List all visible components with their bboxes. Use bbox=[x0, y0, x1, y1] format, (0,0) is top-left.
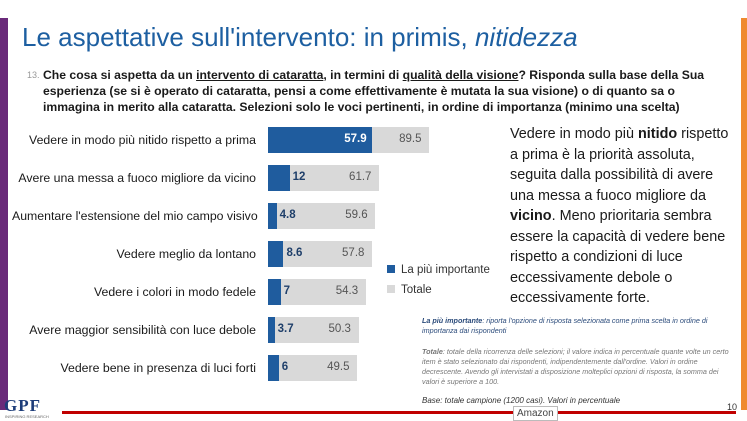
commentary-bold-1: nitido bbox=[638, 126, 678, 142]
data-label-total: 50.3 bbox=[328, 323, 351, 335]
bar-important bbox=[268, 355, 279, 381]
bar-important bbox=[268, 165, 290, 191]
bar-total bbox=[268, 355, 358, 381]
data-label-total: 61.7 bbox=[349, 171, 372, 183]
commentary-part-3: . Meno prioritaria sembra essere la capa… bbox=[510, 208, 726, 306]
bar-important bbox=[268, 279, 281, 305]
category-label: Aumentare l'estensione del mio campo vis… bbox=[12, 209, 258, 223]
data-label-important: 12 bbox=[292, 171, 306, 183]
legend-item-important: La più importante bbox=[387, 264, 490, 276]
category-label: Avere una messa a fuoco migliore da vici… bbox=[18, 171, 256, 185]
commentary-text: Vedere in modo più nitido rispetto a pri… bbox=[510, 124, 732, 309]
left-accent-bar bbox=[0, 18, 8, 410]
slide-title: Le aspettative sull'intervento: in primi… bbox=[22, 22, 737, 53]
data-label-important: 7 bbox=[283, 285, 290, 297]
category-label: Avere maggior sensibilità con luce debol… bbox=[29, 323, 256, 337]
legend-label-total: Totale bbox=[401, 284, 432, 296]
question-underline-2: qualità della visione bbox=[402, 68, 519, 82]
data-label-total: 57.8 bbox=[342, 247, 365, 259]
data-label-total: 89.5 bbox=[399, 133, 422, 145]
data-label-important: 3.7 bbox=[277, 323, 294, 335]
category-label: Vedere in modo più nitido rispetto a pri… bbox=[29, 133, 256, 147]
legend-swatch-important bbox=[387, 265, 395, 273]
base-note: Base: totale campione (1200 casi). Valor… bbox=[422, 396, 621, 405]
legend-swatch-total bbox=[387, 285, 395, 293]
data-label-total: 59.6 bbox=[345, 209, 368, 221]
data-label-total: 49.5 bbox=[327, 361, 350, 373]
bar-total bbox=[268, 317, 359, 343]
note-important-bold: La più importante bbox=[422, 316, 483, 325]
commentary-part-1: Vedere in modo più bbox=[510, 126, 639, 142]
note-important: La più importante: riporta l'opzione di … bbox=[422, 316, 732, 336]
legend-label-important: La più importante bbox=[401, 264, 490, 276]
title-main: Le aspettative sull'intervento: in primi… bbox=[22, 22, 475, 52]
question-underline-1: intervento di cataratta bbox=[196, 68, 324, 82]
bar-total bbox=[268, 241, 373, 267]
commentary-part-2: rispetto a prima è la priorità assoluta,… bbox=[510, 126, 729, 204]
bar-important bbox=[268, 241, 284, 267]
legend-item-total: Totale bbox=[387, 284, 432, 296]
footer-line bbox=[62, 411, 736, 414]
bar-total bbox=[268, 203, 376, 229]
bar-important bbox=[268, 127, 373, 153]
amazon-tooltip: Amazon bbox=[513, 406, 558, 421]
gpf-logo-tagline: INSPIRING RESEARCH bbox=[5, 414, 49, 419]
data-label-important: 8.6 bbox=[286, 247, 303, 259]
bar-important bbox=[268, 317, 275, 343]
question-part-2: , in termini di bbox=[323, 68, 403, 82]
commentary-bold-2: vicino bbox=[510, 208, 552, 224]
note-total: Totale: totale della ricorrenza delle se… bbox=[422, 347, 732, 387]
category-label: Vedere meglio da lontano bbox=[116, 247, 256, 261]
data-label-important: 4.8 bbox=[279, 209, 296, 221]
note-total-text: : totale della ricorrenza delle selezion… bbox=[422, 347, 729, 386]
question-part-1: Che cosa si aspetta da un bbox=[43, 68, 197, 82]
note-total-bold: Totale bbox=[422, 347, 443, 356]
page-number: 10 bbox=[727, 402, 738, 412]
question-number: 13. bbox=[27, 70, 40, 80]
bar-total bbox=[268, 279, 366, 305]
title-emphasis: nitidezza bbox=[474, 22, 578, 52]
category-label: Vedere bene in presenza di luci forti bbox=[60, 361, 256, 375]
category-label: Vedere i colori in modo fedele bbox=[93, 285, 256, 299]
data-label-total: 54.3 bbox=[335, 285, 359, 297]
right-accent-bar bbox=[741, 18, 747, 410]
question-part-3: ? Risponda sulla base della Sua esperien… bbox=[43, 68, 705, 114]
bar-important bbox=[268, 203, 277, 229]
question-text: Che cosa si aspetta da un intervento di … bbox=[43, 67, 733, 115]
note-important-text: : riporta l'opzione di risposta selezion… bbox=[422, 316, 708, 335]
data-label-important: 57.9 bbox=[344, 133, 367, 145]
data-label-important: 6 bbox=[281, 361, 289, 373]
gpf-logo: GPF bbox=[4, 396, 41, 415]
